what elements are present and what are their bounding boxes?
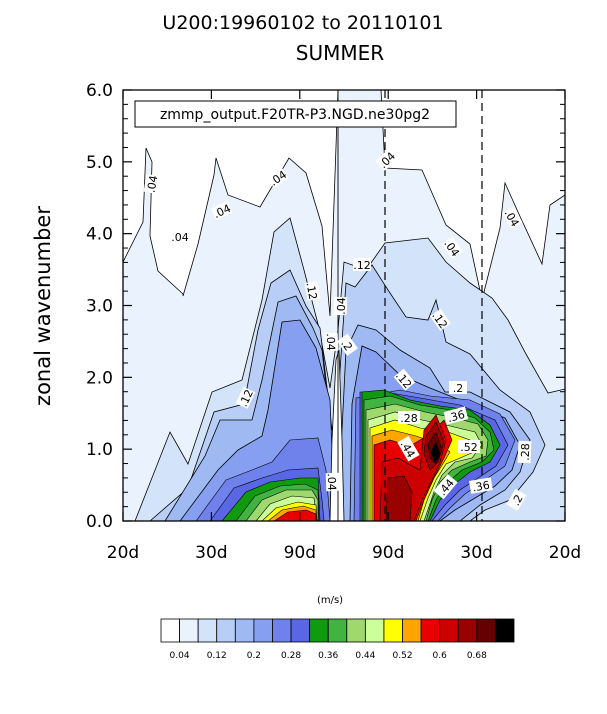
y-tick-label: 3.0 <box>86 297 113 317</box>
chart-title: U200:19960102 to 20110101 <box>162 12 443 34</box>
svg-text:.12: .12 <box>353 259 371 272</box>
colorbar-swatch <box>309 618 329 643</box>
svg-text:.52: .52 <box>460 441 478 454</box>
colorbar-label: 0.04 <box>170 651 190 661</box>
x-tick-label: 30d <box>460 543 492 563</box>
inset-label-box: zmmp_output.F20TR-P3.NGD.ne30pg2 <box>134 100 457 128</box>
y-axis-label: zonal wavenumber <box>31 206 55 406</box>
contour-label: .36 <box>468 477 493 495</box>
x-tick-label: 20d <box>107 543 139 563</box>
colorbar-swatch <box>495 618 515 643</box>
contour-label: .04 <box>324 332 339 352</box>
units-label: (m/s) <box>317 595 343 606</box>
colorbar-swatch <box>272 618 292 643</box>
colorbar-swatch <box>420 618 441 643</box>
colorbar-label: 0.52 <box>393 651 413 661</box>
contour-label: .52 <box>458 440 480 454</box>
colorbar-label: 0.44 <box>355 651 375 661</box>
colorbar-swatch <box>290 618 311 643</box>
svg-text:.2: .2 <box>453 382 464 395</box>
colorbar-label: 0.36 <box>318 651 338 661</box>
svg-text:.04: .04 <box>325 473 339 491</box>
y-tick-label: 2.0 <box>86 368 113 388</box>
svg-text:.36: .36 <box>471 479 490 495</box>
contour-label: .04 <box>171 230 189 244</box>
colorbar-swatch <box>327 618 348 643</box>
colorbar-swatch <box>253 618 273 643</box>
colorbar-label: 0.2 <box>247 651 261 661</box>
x-axis: 20d 30d 90d 90d 30d 20d <box>107 90 581 563</box>
contour-label: .12 <box>304 280 321 301</box>
contour-label: .2 <box>506 488 527 511</box>
colorbar-swatch <box>179 618 199 643</box>
colorbar-swatch <box>197 618 218 643</box>
svg-text:.04: .04 <box>145 174 161 193</box>
contour-label: .12 <box>353 258 371 272</box>
colorbar-swatch <box>402 618 422 643</box>
svg-text:.04: .04 <box>335 297 349 315</box>
colorbar-swatch <box>216 618 236 643</box>
y-tick-label: 5.0 <box>86 153 113 173</box>
colorbar-swatch <box>383 618 403 643</box>
contour-label: .36 <box>443 406 469 425</box>
x-tick-label: 20d <box>549 543 581 563</box>
colorbar-swatch <box>346 618 366 643</box>
y-tick-label: 0.0 <box>86 512 113 532</box>
colorbar-label: 0.28 <box>281 651 301 661</box>
svg-text:.28: .28 <box>400 412 418 425</box>
x-tick-label: 30d <box>195 543 227 563</box>
colorbar: 0.04 0.12 0.2 0.28 0.36 0.44 0.52 0.6 0.68 <box>160 618 515 661</box>
contour-label: .04 <box>333 296 349 316</box>
inset-label-text: zmmp_output.F20TR-P3.NGD.ne30pg2 <box>160 107 430 123</box>
chart-subtitle: SUMMER <box>296 41 384 65</box>
colorbar-label: 0.68 <box>467 651 487 661</box>
svg-text:.04: .04 <box>171 231 189 244</box>
contour-label: .04 <box>143 173 161 194</box>
contour-label: .2 <box>336 333 358 356</box>
contour-label: .28 <box>398 411 420 425</box>
y-tick-label: 6.0 <box>86 81 113 101</box>
contour-label: .28 <box>517 440 533 464</box>
contour-label: .2 <box>449 381 467 395</box>
colorbar-swatch <box>160 618 180 643</box>
svg-text:.36: .36 <box>446 408 466 425</box>
contour-label: .04 <box>325 472 340 492</box>
colorbar-swatch <box>234 618 255 643</box>
svg-text:.04: .04 <box>324 333 338 351</box>
svg-text:.28: .28 <box>519 443 533 461</box>
colorbar-label: 0.12 <box>207 651 227 661</box>
y-axis: 0.0 1.0 2.0 3.0 4.0 5.0 6.0 <box>86 81 565 532</box>
y-tick-label: 4.0 <box>86 225 113 245</box>
colorbar-swatch <box>476 618 496 643</box>
svg-text:.12: .12 <box>304 281 320 300</box>
colorbar-swatch <box>364 618 385 643</box>
y-tick-label: 1.0 <box>86 440 113 460</box>
colorbar-label: 0.6 <box>433 651 448 661</box>
colorbar-swatch <box>439 618 459 643</box>
x-tick-label: 90d <box>372 543 404 563</box>
colorbar-swatch <box>457 618 478 643</box>
x-tick-label: 90d <box>284 543 316 563</box>
